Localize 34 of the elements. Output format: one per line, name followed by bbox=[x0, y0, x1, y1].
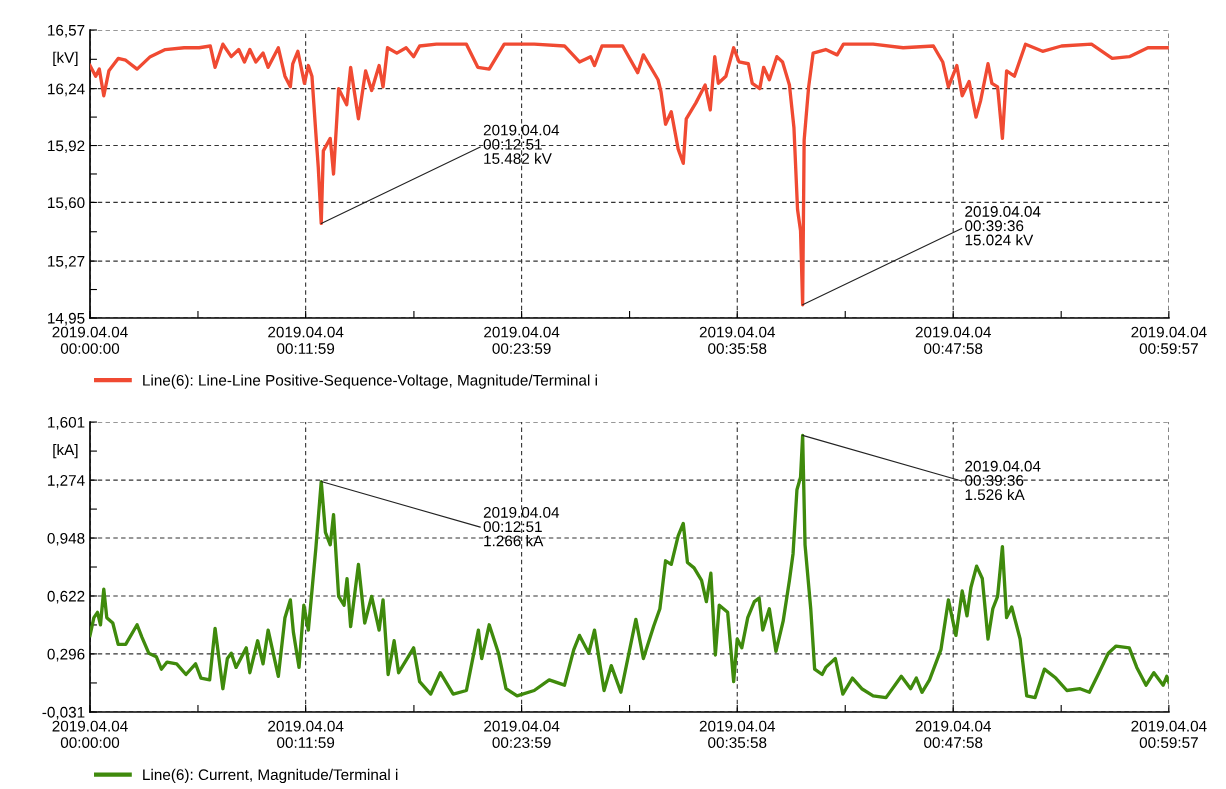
x-tick-label: 2019.04.04 00:35:58 bbox=[699, 720, 776, 749]
x-tick-label: 2019.04.04 00:23:59 bbox=[484, 720, 560, 749]
legend-label: Line(6): Current, Magnitude/Terminal i bbox=[143, 768, 398, 784]
y-axis-title: [kA] bbox=[53, 443, 78, 459]
y-tick-label: 15,92 bbox=[48, 140, 85, 154]
x-tick-label: 2019.04.04 00:00:00 bbox=[52, 326, 128, 354]
annotation: 2019.04.04 00:12:51 1.266 kA bbox=[483, 506, 560, 547]
x-tick-label: 2019.04.04 00:11:59 bbox=[268, 326, 344, 354]
line-series bbox=[89, 42, 1169, 307]
y-tick-label: 15,27 bbox=[48, 255, 85, 269]
y-tick-label: 1,274 bbox=[48, 475, 85, 488]
x-tick-label: 2019.04.04 00:00:00 bbox=[52, 720, 128, 749]
annotation: 2019.04.04 00:39:36 15.024 kV bbox=[965, 206, 1041, 246]
y-tick-label: 1,601 bbox=[48, 416, 85, 430]
y-tick-label: 0,296 bbox=[47, 648, 85, 662]
x-tick-label: 2019.04.04 00:35:58 bbox=[699, 326, 776, 354]
x-tick-label: 2019.04.04 00:23:59 bbox=[484, 326, 560, 354]
x-tick-label: 2019.04.04 00:11:59 bbox=[268, 720, 344, 749]
y-tick-label: 14,95 bbox=[48, 312, 85, 326]
x-tick-label: 2019.04.04 00:47:58 bbox=[915, 720, 991, 749]
annotation: 2019.04.04 00:12:51 15.482 kV bbox=[483, 124, 560, 164]
y-tick-label: -0,031 bbox=[42, 706, 85, 720]
y-tick-label: 16,57 bbox=[48, 24, 85, 38]
y-tick-label: 15,60 bbox=[48, 197, 85, 210]
y-tick-label: 0,622 bbox=[47, 590, 85, 604]
x-tick-label: 2019.04.04 00:59:57 bbox=[1131, 326, 1207, 354]
annotation: 2019.04.04 00:39:36 1.526 kA bbox=[965, 460, 1041, 501]
x-tick-label: 2019.04.04 00:59:57 bbox=[1131, 720, 1207, 749]
y-tick-label: 16,24 bbox=[48, 83, 85, 97]
y-axis-title: [kV] bbox=[53, 51, 78, 66]
y-tick-label: 0,948 bbox=[47, 532, 85, 546]
x-tick-label: 2019.04.04 00:47:58 bbox=[915, 326, 991, 354]
legend-label: Line(6): Line-Line Positive-Sequence-Voltage, Magnitude/Terminal i bbox=[143, 374, 597, 389]
line-series bbox=[89, 433, 1169, 700]
